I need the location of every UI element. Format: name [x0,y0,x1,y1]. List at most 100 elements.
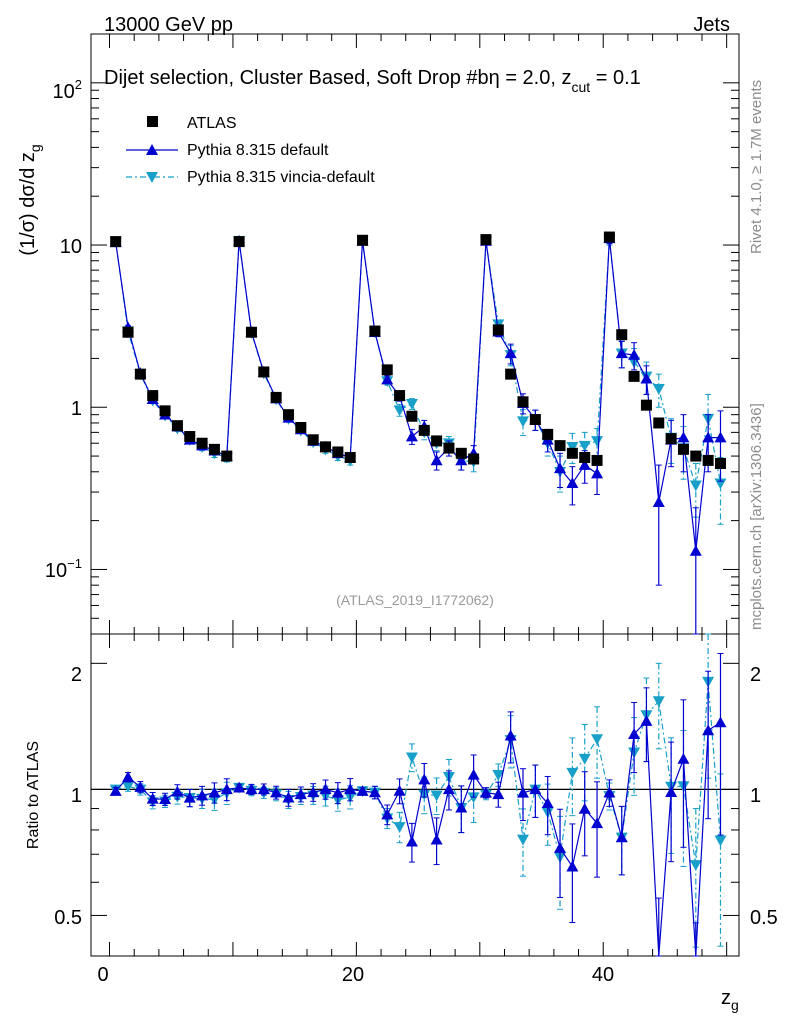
ratio-marker-default [319,783,332,795]
ratio-marker-default [294,788,307,800]
ratio-marker-default [591,817,604,829]
marker-vincia [393,405,406,417]
ratio-marker-vincia [393,822,406,833]
ratio-marker-default [159,793,172,805]
ratio-marker-vincia [566,767,579,779]
marker-default [405,430,418,442]
ratio-marker-default [122,771,135,783]
data-point-atlas [616,329,628,341]
data-point-atlas [122,326,134,338]
data-point-atlas [603,231,615,243]
data-point-atlas [159,405,171,417]
data-point-atlas [171,420,183,432]
ratio-tick-label-0.5-left: 0.5 [54,907,82,929]
side-label-rivet: Rivet 4.1.0, ≥ 1.7M events [748,80,765,254]
ratio-marker-default [418,773,431,785]
ratio-tick-label-2-left: 2 [71,664,82,686]
ratio-marker-default [220,783,233,795]
data-point-atlas [492,324,504,336]
ratio-marker-default [171,785,184,797]
series-line-default [115,238,721,552]
marker-vincia [566,442,579,453]
marker-default [554,462,567,474]
ratio-marker-default [467,768,480,780]
y-tick-label-0.1-exp: −1 [67,556,82,571]
ratio-marker-default [665,786,678,798]
ratio-marker-default [405,835,418,847]
y-axis-label-main: (1/σ) dσ/d zg [17,144,43,255]
main-plot-area [109,231,727,635]
data-point-atlas [147,390,159,402]
legend-label-vincia: Pythia 8.315 vincia-default [187,169,375,186]
ratio-marker-vincia [467,792,480,804]
data-point-atlas [369,325,381,337]
x-tick-label-0: 0 [97,964,108,986]
y-tick-label-0.1-base: 10 [45,560,67,582]
ratio-marker-default [282,791,295,803]
ratio-marker-vincia [492,770,505,781]
data-point-atlas [418,424,430,436]
marker-default [615,347,628,359]
marker-default [504,347,517,359]
data-point-atlas [245,326,257,338]
data-point-atlas [233,236,245,248]
ratio-tick-label-0.5-right: 0.5 [750,907,778,929]
data-point-atlas [529,414,541,426]
ratio-line-default [115,719,721,957]
marker-default [677,431,690,443]
ratio-marker-vincia [122,781,135,793]
y-axis-label-ratio: Ratio to ATLAS [25,741,42,849]
data-point-atlas [665,433,677,445]
ratio-marker-default [134,781,147,792]
ratio-marker-vincia [430,790,443,802]
data-point-atlas [554,440,566,452]
data-point-atlas [320,441,332,453]
marker-vincia [689,480,702,492]
data-point-atlas [221,450,233,462]
legend: ATLAS Pythia 8.315 default Pythia 8.315 … [126,115,375,186]
marker-default [628,348,641,360]
ratio-marker-default [344,783,357,795]
data-point-atlas [110,236,122,248]
data-point-atlas [505,368,517,380]
data-point-atlas [677,443,689,455]
legend-label-default: Pythia 8.315 default [187,142,329,159]
ratio-marker-default [702,724,715,736]
ratio-marker-default [455,801,468,813]
marker-vincia [578,440,591,452]
x-axis-label-text: z [721,987,731,1009]
ratio-marker-default [442,783,455,795]
marker-default [689,544,702,556]
marker-vincia [405,399,418,410]
ratio-tick-label-2-right: 2 [750,664,761,686]
data-point-atlas [542,428,554,440]
ratio-marker-default [196,789,209,801]
data-point-atlas [381,364,393,376]
data-point-atlas [443,442,455,454]
marker-default [455,454,468,466]
ratio-tick-label-1-left: 1 [71,785,82,807]
analysis-watermark: (ATLAS_2019_I1772062) [336,592,494,608]
data-point-atlas [640,399,652,411]
ratio-marker-vincia [578,753,591,765]
marker-vincia [517,416,529,428]
ratio-marker-default [640,715,653,726]
ratio-marker-vincia [591,734,604,746]
ratio-marker-default [492,788,505,800]
ratio-marker-default [208,786,221,798]
ratio-marker-default [714,716,727,728]
header-right: Jets [693,14,730,36]
ratio-plot-frame [90,633,740,957]
plot-title-value: = 0.1 [590,67,641,89]
ratio-marker-default [183,791,196,803]
data-point-atlas [282,409,294,421]
ratio-marker-default [578,802,591,814]
ratio-marker-default [554,842,567,853]
data-point-atlas [208,443,220,455]
ratio-marker-default [270,786,283,798]
marker-default [430,454,443,466]
y-tick-label-100-base: 10 [53,81,75,103]
data-point-atlas [690,450,702,462]
marker-default [652,496,665,507]
